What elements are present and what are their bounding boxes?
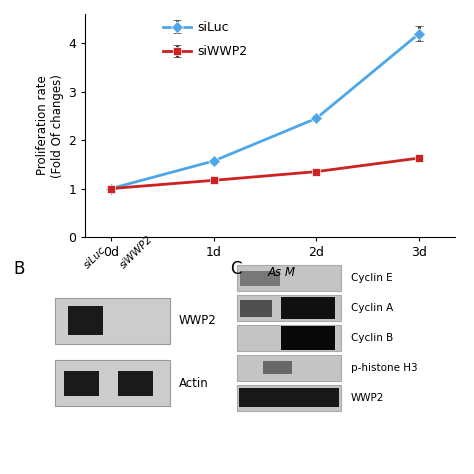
Text: WWP2: WWP2 [178, 314, 216, 327]
Bar [55, 298, 170, 344]
Bar [237, 384, 341, 410]
Text: p-histone H3: p-histone H3 [351, 363, 418, 373]
Legend: siLuc, siWWP2: siLuc, siWWP2 [158, 16, 252, 63]
Text: As M: As M [268, 266, 296, 279]
Bar [281, 326, 335, 350]
Bar [118, 371, 154, 396]
Text: WWP2: WWP2 [351, 392, 384, 403]
Bar [281, 297, 335, 319]
Text: Actin: Actin [178, 377, 208, 390]
Bar [237, 355, 341, 381]
Bar [263, 361, 292, 374]
Y-axis label: Proliferation rate
(Fold Of changes): Proliferation rate (Fold Of changes) [36, 73, 64, 178]
Bar [68, 306, 103, 335]
Bar [237, 325, 341, 351]
Text: Cyclin B: Cyclin B [351, 333, 393, 343]
Bar [239, 388, 339, 408]
Text: C: C [230, 260, 241, 278]
Text: B: B [14, 260, 25, 278]
Bar [237, 295, 341, 321]
Text: siLuc: siLuc [82, 245, 108, 271]
Text: Cyclin A: Cyclin A [351, 303, 393, 313]
Text: siWWP2: siWWP2 [118, 234, 155, 271]
Bar [64, 371, 99, 396]
Bar [237, 265, 341, 292]
Bar [55, 360, 170, 406]
Bar [240, 271, 280, 285]
Bar [240, 300, 272, 317]
Text: Cyclin E: Cyclin E [351, 273, 392, 283]
